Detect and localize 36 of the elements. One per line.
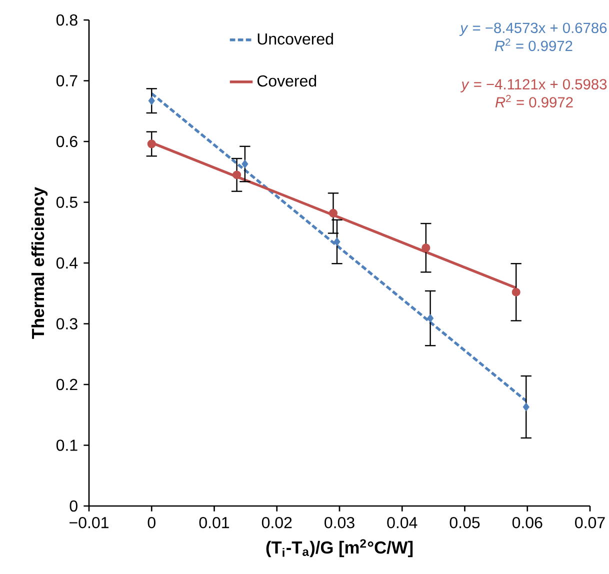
point [334, 237, 340, 246]
annotation: R$^{2}$ = 0.9972 [495, 94, 573, 108]
y-tick-label: 0 [70, 500, 78, 512]
annotation: y = −8.4573x + 0.6786 [459, 22, 607, 36]
y-tick-label: 0.2 [56, 378, 78, 390]
x-tick-label: 0.07 [575, 516, 605, 528]
point [522, 402, 530, 412]
x-tick-label: −0.01 [70, 516, 108, 528]
point [422, 244, 430, 252]
point [427, 314, 434, 323]
x-tick-label: 0.02 [262, 516, 292, 528]
point [512, 288, 520, 296]
x-axis-title: (T$_{i}$-T$_{a}$)/G [m$^{2}$°C/W] [266, 539, 413, 558]
y-tick-label: 0.4 [56, 257, 78, 269]
y-tick-label: 0.7 [56, 75, 78, 86]
annotation: R$^{2}$ = 0.9972 [494, 38, 572, 52]
y-tick-label: 0.8 [56, 14, 78, 26]
point [232, 170, 242, 180]
legend-label: Covered [257, 74, 316, 87]
legend-label: Uncovered [258, 32, 333, 45]
y-tick-label: 0.1 [56, 440, 78, 451]
point [148, 96, 155, 106]
point [147, 140, 156, 148]
x-tick-label: 0 [148, 516, 156, 528]
x-tick-label: 0.03 [324, 516, 354, 528]
point [328, 208, 338, 218]
y-tick-label: 0.6 [56, 136, 78, 148]
y-tick-label: 0.3 [56, 318, 78, 330]
x-tick-label: 0.06 [512, 516, 542, 528]
annotation: y = −4.1121x + 0.5983 [460, 79, 607, 92]
x-tick-label: 0.05 [450, 516, 480, 528]
y-tick-label: 0.5 [56, 196, 78, 208]
point [242, 160, 248, 168]
x-tick-label: 0.01 [199, 516, 230, 528]
x-tick-label: 0.04 [387, 516, 418, 528]
y-axis-title: Thermal efficiency [31, 187, 48, 339]
